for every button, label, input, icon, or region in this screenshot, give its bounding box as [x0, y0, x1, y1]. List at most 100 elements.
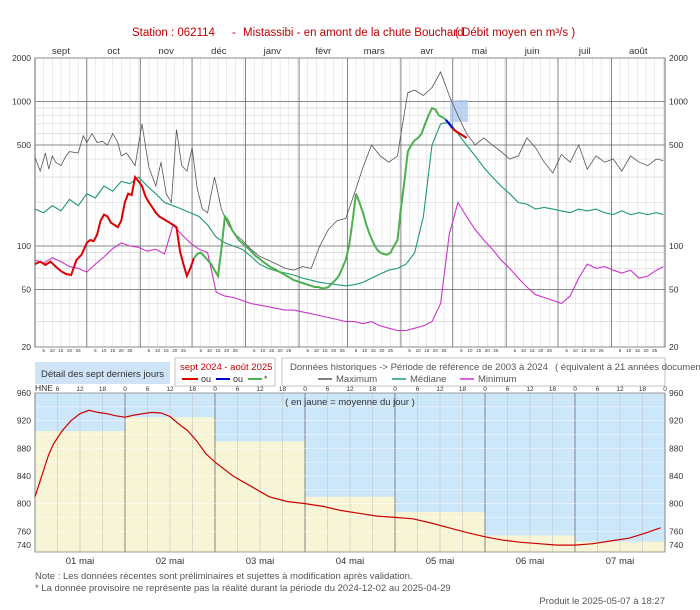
month-label: déc [211, 46, 227, 57]
hour-tick-label: 0 [123, 386, 127, 393]
day-tick-label: 5 [619, 348, 622, 353]
day-tick-label: 20 [433, 348, 439, 353]
day-tick-label: 10 [207, 348, 213, 353]
bottom-y-axis-ticks: 740 740 760 760 800 800 840 840 880 880 920 920 960 9… [17, 388, 684, 550]
day-tick-label: 15 [371, 348, 377, 353]
title-unit: ( Débit moyen en m³/s ) [455, 27, 575, 39]
y-tick-label-left: 740 [17, 540, 31, 550]
legend-maximum: Maximum [336, 374, 377, 385]
day-tick-label: 15 [476, 348, 482, 353]
month-label: juil [578, 46, 591, 57]
day-label: 07 mai [606, 556, 635, 567]
y-tick-label-right: 2000 [669, 53, 688, 63]
series-current-alt [445, 118, 454, 130]
day-label: 04 mai [336, 556, 365, 567]
bottom-x-axis-labels: 01 mai 02 mai 03 mai 04 mai 05 mai 06 mai 07 m… [66, 556, 635, 567]
series-mediane [34, 121, 664, 287]
day-tick-label: 25 [652, 348, 658, 353]
day-tick-label: 20 [379, 348, 385, 353]
day-tick-label: 15 [164, 348, 170, 353]
title-separator: - [232, 27, 236, 39]
day-tick-label: 5 [460, 348, 463, 353]
day-tick-label: 10 [50, 348, 56, 353]
legend-years-note: ( équivalent à 21 années documentées ) [555, 362, 700, 373]
bottom-series [34, 409, 661, 546]
y-tick-label-left: 840 [17, 471, 31, 481]
day-tick-label: 10 [362, 348, 368, 353]
day-tick-label: 15 [530, 348, 536, 353]
month-label: sept [52, 46, 70, 57]
day-tick-label: 10 [260, 348, 266, 353]
day-tick-label: 5 [408, 348, 411, 353]
series-provisional [193, 106, 447, 290]
y-tick-label-right: 1000 [669, 96, 688, 106]
recent-days-highlight [450, 100, 468, 122]
day-tick-label: 25 [127, 348, 133, 353]
day-tick-label: 5 [199, 348, 202, 353]
legend: Détail des sept derniers jours sept 2024… [35, 357, 700, 387]
day-tick-label: 20 [67, 348, 73, 353]
legend-years-note-text: ( équivalent à 21 années documentées ) [555, 362, 700, 373]
legend-ou-2: ou [233, 374, 243, 384]
hour-tick-label: 18 [99, 386, 107, 393]
hour-tick-label: 0 [663, 386, 667, 393]
day-tick-label: 10 [155, 348, 161, 353]
legend-period-title: sept 2024 - août 2025 [180, 362, 272, 373]
top-y-axis-ticks: 20 20 50 50 100 100 500 500 1000 1000 2000 2000 [12, 53, 688, 352]
legend-minimum: Minimum [478, 374, 517, 385]
month-label: avr [420, 46, 433, 57]
y-tick-label-left: 100 [17, 241, 31, 251]
day-label: 01 mai [66, 556, 95, 567]
month-label: mars [364, 46, 385, 57]
month-label: févr [315, 46, 331, 57]
note-line-1: Note : Les données récentes sont prélimi… [35, 571, 413, 582]
hour-tick-label: 0 [303, 386, 307, 393]
legend-star: * [264, 374, 268, 384]
day-tick-label: 20 [485, 348, 491, 353]
day-label: 02 mai [156, 556, 185, 567]
y-tick-label-left: 880 [17, 443, 31, 453]
day-tick-label: 15 [269, 348, 275, 353]
y-tick-label-right: 800 [669, 499, 683, 509]
y-tick-label-left: 960 [17, 388, 31, 398]
day-tick-label: 10 [573, 348, 579, 353]
hour-tick-label: 18 [189, 386, 197, 393]
hour-tick-label: 6 [326, 386, 330, 393]
hour-tick-label: 12 [166, 386, 174, 393]
top-series [34, 71, 664, 332]
hour-tick-label: 6 [596, 386, 600, 393]
month-label: juin [524, 46, 540, 57]
y-tick-label-left: 50 [22, 284, 32, 294]
legend-hist-box [281, 357, 666, 387]
y-tick-label-left: 1000 [12, 96, 31, 106]
day-tick-labels: 5 10 15 20 25 5 10 15 20 25 5 10 15 20 25 5 10 15 20 25 5 10 1… [42, 348, 657, 353]
bottom-ylabel: HNE [35, 383, 53, 393]
day-tick-label: 15 [215, 348, 221, 353]
y-tick-label-right: 500 [669, 140, 683, 150]
hour-tick-label: 12 [436, 386, 444, 393]
day-tick-label: 15 [581, 348, 587, 353]
day-tick-label: 15 [635, 348, 641, 353]
bottom-chart: ( en jaune = moyenne du jour ) HNE 6 12 18… [17, 383, 684, 567]
legend-ou-1: ou [201, 374, 211, 384]
hour-tick-label: 12 [256, 386, 264, 393]
day-tick-label: 25 [442, 348, 448, 353]
day-tick-label: 5 [355, 348, 358, 353]
hour-tick-label: 0 [483, 386, 487, 393]
series-current-recent [451, 127, 468, 139]
y-tick-label-left: 2000 [12, 53, 31, 63]
day-tick-label: 5 [94, 348, 97, 353]
hour-tick-label: 0 [393, 386, 397, 393]
day-tick-label: 20 [538, 348, 544, 353]
legend-period-box [174, 357, 276, 387]
day-tick-label: 15 [58, 348, 64, 353]
y-tick-label-right: 50 [669, 284, 679, 294]
top-chart: sept oct nov déc janv févr mars avr mai juin juil a… [12, 46, 688, 353]
hour-tick-label: 12 [76, 386, 84, 393]
produced-timestamp: Produit le 2025-05-07 à 18:27 [539, 596, 665, 607]
day-label: 06 mai [516, 556, 545, 567]
hour-tick-label: 18 [369, 386, 377, 393]
day-tick-label: 20 [590, 348, 596, 353]
series-maximum [34, 71, 664, 271]
day-tick-label: 5 [148, 348, 151, 353]
